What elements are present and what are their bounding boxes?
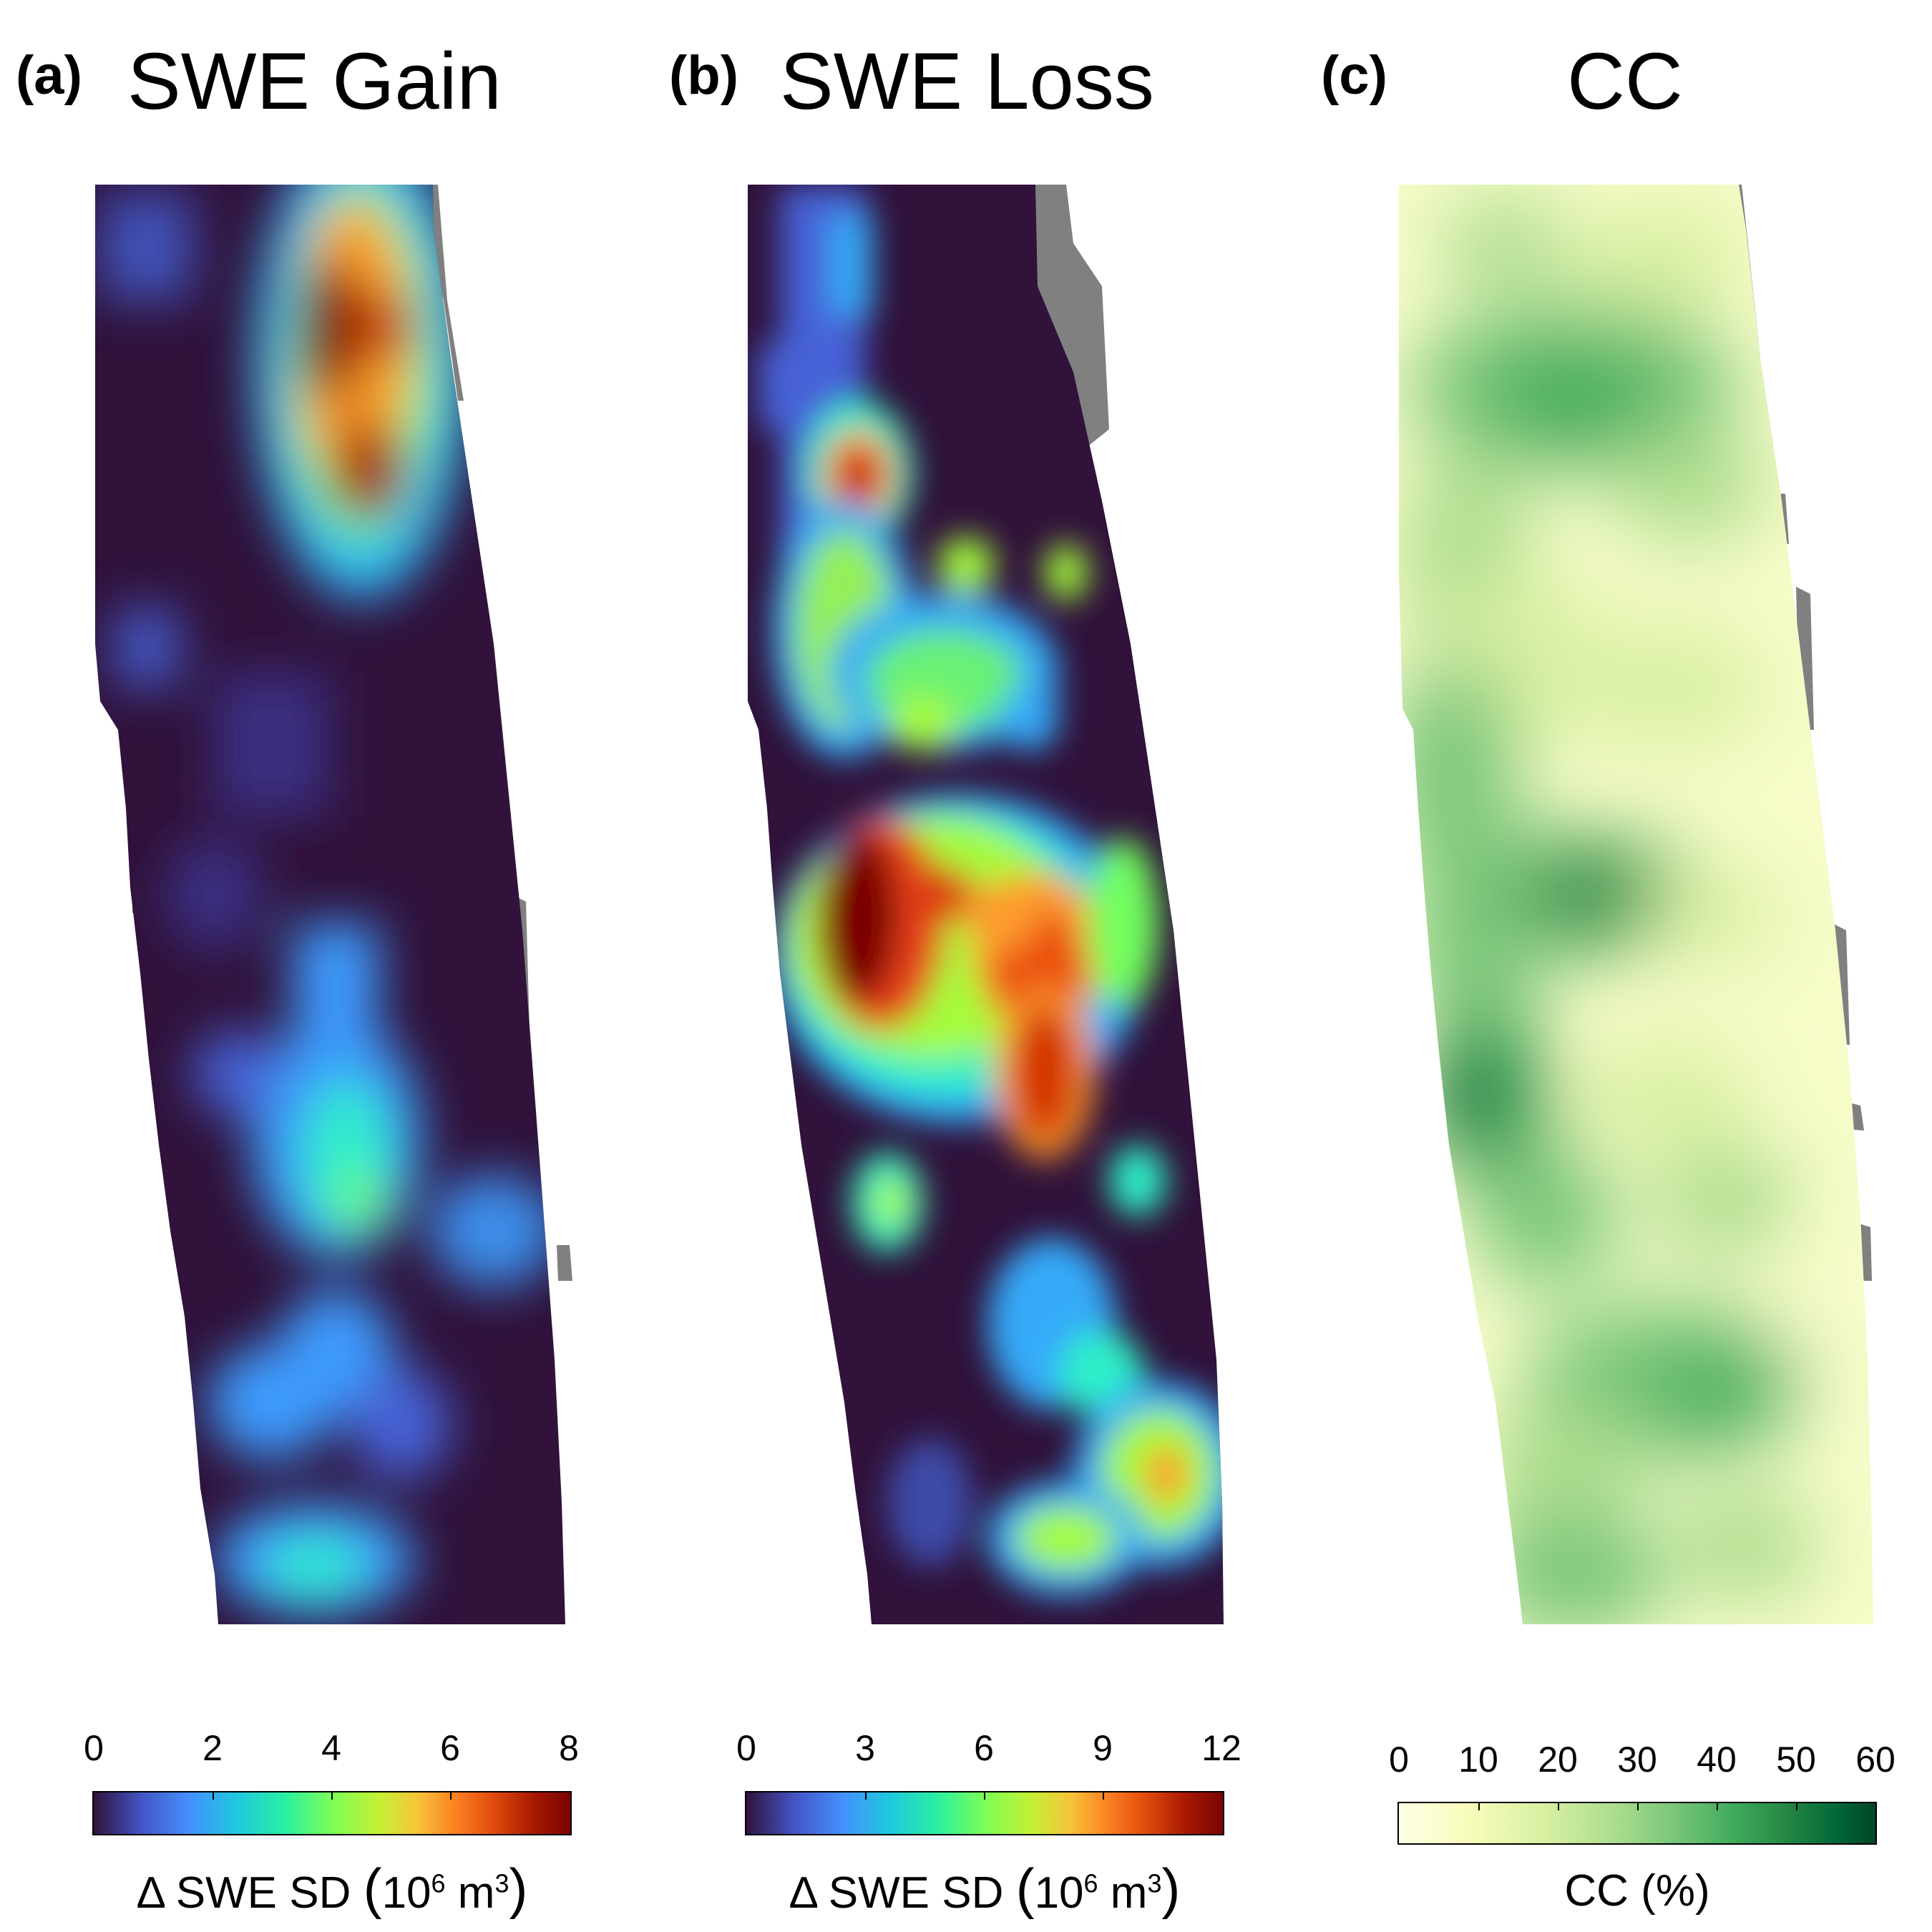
colorbar-c-tick-label: 20 <box>1538 1740 1578 1780</box>
map-a <box>95 185 565 1624</box>
colorbar-c-tick <box>1637 1802 1639 1810</box>
colorbar-a-label-exp1: 6 <box>431 1868 446 1898</box>
colorbar-b-tick <box>1103 1791 1104 1800</box>
colorbar-a-tick <box>450 1791 452 1800</box>
colorbar-b-tick-label: 12 <box>1201 1728 1241 1768</box>
map-c <box>1399 185 1873 1624</box>
panel-c-tag: (c) <box>1321 45 1387 106</box>
colorbar-a-tick <box>331 1791 333 1800</box>
colorbar-c-tick-label: 10 <box>1458 1740 1498 1780</box>
panel-b-tag: (b) <box>669 45 739 106</box>
nodata-patch <box>1035 185 1109 458</box>
colorbar-c-tick <box>1478 1802 1480 1810</box>
colorbar-b-label-unit-m: m <box>1098 1868 1148 1918</box>
colorbar-b-tick-label: 6 <box>974 1728 994 1768</box>
colorbar-a-tick-label: 6 <box>440 1728 460 1768</box>
colorbar-b-label-text: Δ SWE SD <box>789 1868 1004 1918</box>
colorbar-b-label: Δ SWE SD (106 m3) <box>789 1857 1181 1920</box>
nodata-patch <box>557 1245 572 1281</box>
colorbar-a-label-exp2: 3 <box>494 1868 509 1898</box>
colorbar-b-label-exp2: 3 <box>1147 1868 1162 1898</box>
colorbar-c-tick-label: 50 <box>1776 1740 1816 1780</box>
colorbar-a-label-unit: 10 <box>381 1868 431 1918</box>
panel-c-title: CC <box>1567 36 1683 126</box>
colorbar-b-tick-label: 3 <box>855 1728 875 1768</box>
colorbar-b-tick <box>865 1791 867 1800</box>
colorbar-c-tick <box>1717 1802 1718 1810</box>
colorbar-a-tick <box>213 1791 214 1800</box>
colorbar-a-label-unit-m: m <box>445 1868 495 1918</box>
colorbar-c-tick-label: 40 <box>1697 1740 1737 1780</box>
panel-b-title: SWE Loss <box>780 36 1154 126</box>
colorbar-b-tick-label: 0 <box>736 1728 756 1768</box>
colorbar-b-tick <box>984 1791 985 1800</box>
colorbar-a-tick-label: 8 <box>559 1728 579 1768</box>
colorbar-a-label: Δ SWE SD (106 m3) <box>136 1857 528 1920</box>
colorbar-c-tick <box>1558 1802 1559 1810</box>
colorbar-c-tick <box>1796 1802 1797 1810</box>
colorbar-a-tick-label: 2 <box>203 1728 223 1768</box>
panel-a-title: SWE Gain <box>127 36 502 126</box>
panel-a-tag: (a) <box>16 45 82 106</box>
colorbar-b-label-unit: 10 <box>1034 1868 1084 1918</box>
colorbar-a-tick-label: 4 <box>321 1728 341 1768</box>
colorbar-a-tick-label: 0 <box>84 1728 104 1768</box>
colorbar-c-tick-label: 60 <box>1855 1740 1896 1780</box>
colorbar-c-tick-label: 30 <box>1617 1740 1657 1780</box>
map-b <box>748 185 1224 1624</box>
colorbar-c-tick-label: 0 <box>1389 1740 1409 1780</box>
colorbar-b-label-exp1: 6 <box>1083 1868 1098 1898</box>
colorbar-c-label: CC (%) <box>1564 1866 1710 1916</box>
colorbar-b-tick-label: 9 <box>1093 1728 1113 1768</box>
colorbar-a-label-text: Δ SWE SD <box>136 1868 351 1918</box>
